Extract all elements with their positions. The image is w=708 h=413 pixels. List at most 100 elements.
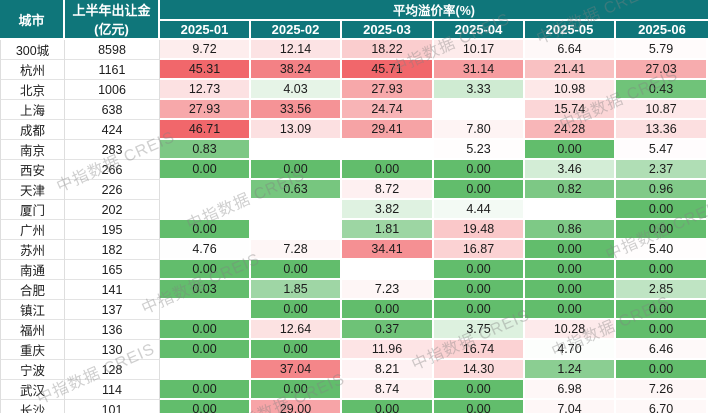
city-cell: 福州 (0, 320, 65, 340)
city-cell: 镇江 (0, 300, 65, 320)
city-cell: 宁波 (0, 360, 65, 380)
amount-cell: 202 (65, 200, 160, 220)
header-city: 城市 (0, 0, 65, 40)
premium-cell: 0.00 (616, 220, 708, 240)
premium-cell: 18.22 (342, 40, 434, 60)
premium-cell: 0.00 (616, 320, 708, 340)
city-cell: 南京 (0, 140, 65, 160)
premium-cell: 27.03 (616, 60, 708, 80)
amount-cell: 638 (65, 100, 160, 120)
amount-cell: 1006 (65, 80, 160, 100)
city-cell: 武汉 (0, 380, 65, 400)
premium-cell: 0.00 (525, 300, 616, 320)
premium-cell: 0.00 (251, 380, 342, 400)
month-header-2025-03: 2025-03 (342, 21, 434, 40)
premium-cell: 38.24 (251, 60, 342, 80)
header-amount-line1: 上半年出让金 (72, 3, 151, 18)
premium-cell: 0.00 (525, 280, 616, 300)
premium-cell: 3.82 (342, 200, 434, 220)
premium-cell: 0.00 (160, 160, 251, 180)
table-row: 重庆 130 0.00 0.00 11.96 16.74 4.70 6.46 (0, 340, 708, 360)
premium-cell: 14.30 (434, 360, 525, 380)
table-row: 南通 165 0.00 0.00 0.00 0.00 0.00 (0, 260, 708, 280)
table-row: 合肥 141 0.03 1.85 7.23 0.00 0.00 2.85 (0, 280, 708, 300)
city-cell: 厦门 (0, 200, 65, 220)
premium-cell: 5.47 (616, 140, 708, 160)
premium-cell: 45.31 (160, 60, 251, 80)
premium-cell: 5.79 (616, 40, 708, 60)
amount-cell: 137 (65, 300, 160, 320)
premium-cell: 0.96 (616, 180, 708, 200)
premium-cell: 16.87 (434, 240, 525, 260)
premium-cell: 5.23 (434, 140, 525, 160)
premium-cell: 0.82 (525, 180, 616, 200)
header-amount-line2: (亿元) (94, 22, 129, 37)
premium-cell: 0.00 (525, 260, 616, 280)
premium-cell: 0.83 (160, 140, 251, 160)
table-body: 300城 8598 9.72 12.14 18.22 10.17 6.64 5.79 杭州 116… (0, 40, 708, 413)
premium-cell: 27.93 (160, 100, 251, 120)
amount-cell: 1161 (65, 60, 160, 80)
table-row: 厦门 202 3.82 4.44 0.00 (0, 200, 708, 220)
month-header-2025-05: 2025-05 (525, 21, 616, 40)
premium-cell: 3.46 (525, 160, 616, 180)
premium-cell (251, 220, 342, 240)
amount-cell: 101 (65, 400, 160, 413)
premium-cell: 0.00 (434, 300, 525, 320)
premium-cell: 13.36 (616, 120, 708, 140)
premium-cell: 0.00 (342, 300, 434, 320)
premium-cell: 0.00 (251, 260, 342, 280)
city-cell: 合肥 (0, 280, 65, 300)
amount-cell: 226 (65, 180, 160, 200)
amount-cell: 266 (65, 160, 160, 180)
premium-cell: 8.21 (342, 360, 434, 380)
premium-cell: 5.40 (616, 240, 708, 260)
table-row: 上海 638 27.93 33.56 24.74 15.74 10.87 (0, 100, 708, 120)
table-row: 杭州 1161 45.31 38.24 45.71 31.14 21.41 27.03 (0, 60, 708, 80)
premium-cell: 0.00 (525, 240, 616, 260)
premium-cell: 0.00 (616, 360, 708, 380)
premium-cell: 0.00 (434, 180, 525, 200)
amount-cell: 182 (65, 240, 160, 260)
table-row: 广州 195 0.00 1.81 19.48 0.86 0.00 (0, 220, 708, 240)
premium-cell: 0.86 (525, 220, 616, 240)
premium-cell: 4.03 (251, 80, 342, 100)
premium-cell: 8.72 (342, 180, 434, 200)
table-row: 长沙 101 0.00 29.00 0.00 0.00 7.04 6.70 (0, 400, 708, 413)
premium-cell: 4.76 (160, 240, 251, 260)
premium-cell: 33.56 (251, 100, 342, 120)
table-row: 苏州 182 4.76 7.28 34.41 16.87 0.00 5.40 (0, 240, 708, 260)
premium-cell: 0.00 (160, 260, 251, 280)
premium-cell: 0.00 (342, 400, 434, 413)
premium-cell: 0.00 (616, 200, 708, 220)
amount-cell: 128 (65, 360, 160, 380)
city-cell: 北京 (0, 80, 65, 100)
city-cell: 长沙 (0, 400, 65, 413)
amount-cell: 424 (65, 120, 160, 140)
premium-cell: 0.00 (616, 300, 708, 320)
city-cell: 杭州 (0, 60, 65, 80)
premium-cell (251, 200, 342, 220)
premium-cell: 8.74 (342, 380, 434, 400)
header-premium-rate: 平均溢价率(%) (160, 0, 708, 21)
amount-cell: 195 (65, 220, 160, 240)
table-row: 北京 1006 12.73 4.03 27.93 3.33 10.98 0.43 (0, 80, 708, 100)
premium-cell: 24.28 (525, 120, 616, 140)
amount-cell: 8598 (65, 40, 160, 60)
premium-cell: 11.96 (342, 340, 434, 360)
premium-cell: 6.70 (616, 400, 708, 413)
table-row: 福州 136 0.00 12.64 0.37 3.75 10.28 0.00 (0, 320, 708, 340)
premium-cell: 0.00 (616, 260, 708, 280)
amount-cell: 114 (65, 380, 160, 400)
premium-cell: 7.04 (525, 400, 616, 413)
premium-cell: 7.28 (251, 240, 342, 260)
premium-cell: 0.00 (160, 400, 251, 413)
table-row: 300城 8598 9.72 12.14 18.22 10.17 6.64 5.79 (0, 40, 708, 60)
table-header: 城市 上半年出让金 (亿元) 平均溢价率(%) 2025-01 2025-02 20… (0, 0, 708, 40)
premium-cell (160, 180, 251, 200)
city-cell: 广州 (0, 220, 65, 240)
premium-cell: 0.00 (251, 160, 342, 180)
city-cell: 上海 (0, 100, 65, 120)
